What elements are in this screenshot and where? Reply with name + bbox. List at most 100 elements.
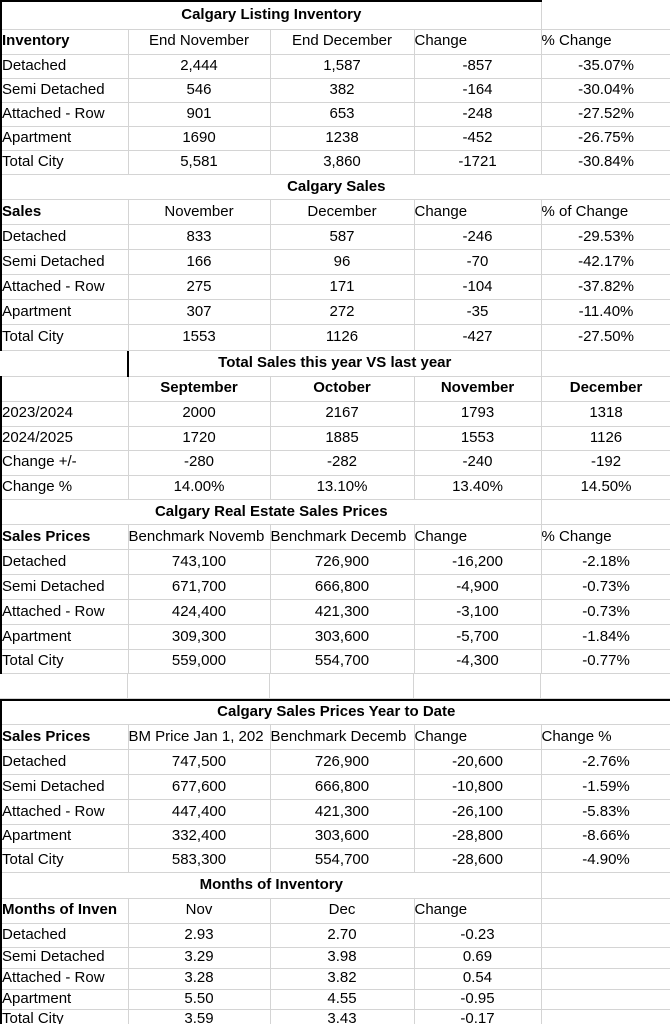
cell[interactable]: -452 [414,126,542,151]
cell[interactable]: 901 [128,102,271,127]
cell[interactable]: 747,500 [128,749,271,775]
cell[interactable] [541,1009,670,1024]
column-header[interactable]: December [541,376,670,402]
cell[interactable]: -0.73% [541,599,670,625]
cell[interactable]: 96 [270,249,415,275]
column-header[interactable]: Inventory [0,29,129,55]
column-header[interactable]: Months of Inven [0,898,129,924]
cell[interactable]: 5.50 [128,989,271,1010]
cell[interactable]: -4.90% [541,848,670,873]
cell[interactable]: 1126 [270,324,415,351]
cell[interactable]: 726,900 [270,549,415,575]
table-title[interactable]: Months of Inventory [0,873,542,899]
cell[interactable]: 653 [270,102,415,127]
cell[interactable]: 1318 [541,401,670,427]
title-side-cell[interactable] [541,499,670,525]
cell[interactable]: -240 [414,450,542,476]
row-label[interactable]: Attached - Row [0,599,129,625]
column-header[interactable]: % Change [541,29,670,55]
cell[interactable]: -5.83% [541,799,670,825]
cell[interactable]: 421,300 [270,799,415,825]
cell[interactable]: -26,100 [414,799,542,825]
row-label[interactable]: Apartment [0,824,129,849]
column-header[interactable]: November [414,376,542,402]
column-header[interactable]: Benchmark Novemb [128,524,271,550]
cell[interactable]: 743,100 [128,549,271,575]
cell[interactable]: 447,400 [128,799,271,825]
row-label[interactable]: Total City [0,324,129,351]
table-title[interactable]: Calgary Listing Inventory [0,0,542,30]
cell[interactable]: 833 [128,224,271,250]
cell[interactable]: -29.53% [541,224,670,250]
cell[interactable]: -35.07% [541,54,670,79]
cell[interactable]: -246 [414,224,542,250]
cell[interactable]: -1.59% [541,774,670,800]
column-header[interactable]: December [270,199,415,225]
cell[interactable]: -1721 [414,150,542,175]
cell[interactable]: -164 [414,78,542,103]
cell[interactable]: -0.17 [414,1009,542,1024]
row-label[interactable]: Detached [0,54,129,79]
cell[interactable]: 14.50% [541,475,670,500]
title-side-cell[interactable] [541,873,670,899]
column-header[interactable]: October [270,376,415,402]
cell[interactable]: 1,587 [270,54,415,79]
cell[interactable]: 1720 [128,426,271,451]
cell[interactable]: -37.82% [541,274,670,300]
cell[interactable] [541,923,670,948]
cell[interactable]: 13.10% [270,475,415,500]
column-header[interactable]: Change [414,898,542,924]
row-label[interactable]: Apartment [0,299,129,325]
cell[interactable]: -28,600 [414,848,542,873]
cell[interactable]: -8.66% [541,824,670,849]
column-header[interactable]: BM Price Jan 1, 202 [128,724,271,750]
cell[interactable]: 1553 [128,324,271,351]
row-label[interactable]: 2023/2024 [0,401,129,427]
cell[interactable]: -0.95 [414,989,542,1010]
cell[interactable]: -20,600 [414,749,542,775]
cell[interactable]: 307 [128,299,271,325]
cell[interactable]: 583,300 [128,848,271,873]
cell[interactable]: 4.55 [270,989,415,1010]
cell[interactable]: -2.18% [541,549,670,575]
row-label[interactable]: Attached - Row [0,274,129,300]
cell[interactable]: 382 [270,78,415,103]
cell[interactable]: 726,900 [270,749,415,775]
cell[interactable]: 2.93 [128,923,271,948]
row-label[interactable]: Total City [0,848,129,873]
cell[interactable]: -857 [414,54,542,79]
cell[interactable]: 303,600 [270,624,415,650]
empty-cell[interactable] [269,674,414,699]
row-label[interactable]: Semi Detached [0,574,129,600]
cell[interactable]: -42.17% [541,249,670,275]
cell[interactable]: 587 [270,224,415,250]
table-title[interactable]: Total Sales this year VS last year [126,351,542,377]
cell[interactable]: 13.40% [414,475,542,500]
table-title[interactable]: Calgary Real Estate Sales Prices [0,499,542,525]
cell[interactable]: 559,000 [128,649,271,674]
column-header[interactable] [0,376,129,402]
cell[interactable]: 3.82 [270,968,415,990]
cell[interactable]: 1885 [270,426,415,451]
cell[interactable]: -4,300 [414,649,542,674]
cell[interactable]: 3.28 [128,968,271,990]
cell[interactable]: 171 [270,274,415,300]
cell[interactable]: -0.73% [541,574,670,600]
column-header[interactable]: November [128,199,271,225]
cell[interactable]: -1.84% [541,624,670,650]
column-header[interactable]: Change [414,29,542,55]
cell[interactable]: 275 [128,274,271,300]
row-label[interactable]: Total City [0,150,129,175]
cell[interactable]: 2000 [128,401,271,427]
table-title[interactable]: Calgary Sales Prices Year to Date [0,698,670,725]
column-header[interactable]: Sales Prices [0,524,129,550]
column-header[interactable]: Change [414,524,542,550]
row-label[interactable]: Attached - Row [0,102,129,127]
cell[interactable]: 1690 [128,126,271,151]
row-label[interactable]: Semi Detached [0,78,129,103]
column-header[interactable]: Benchmark Decemb [270,524,415,550]
row-label[interactable]: 2024/2025 [0,426,129,451]
cell[interactable]: -3,100 [414,599,542,625]
cell[interactable]: 666,800 [270,774,415,800]
title-side-cell[interactable] [541,1,670,30]
